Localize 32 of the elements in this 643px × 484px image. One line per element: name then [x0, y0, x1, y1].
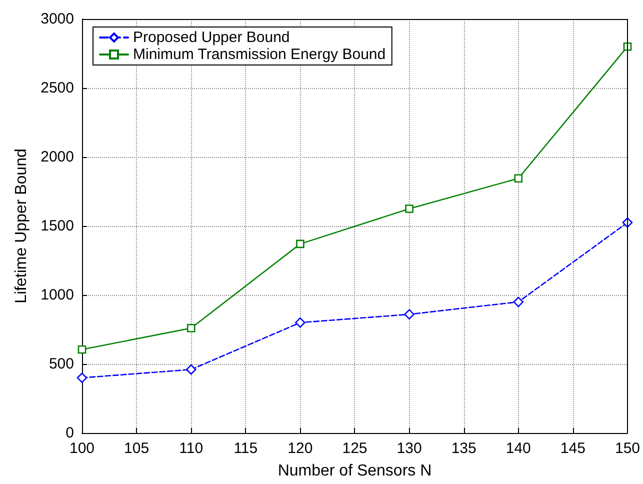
point [78, 345, 86, 354]
point [186, 364, 196, 375]
legend-label: Proposed Upper Bound [133, 29, 290, 46]
x-tick-label: 150 [614, 440, 640, 457]
x-tick-label: 125 [342, 440, 368, 457]
y-tick-label: 3000 [40, 10, 74, 28]
point [295, 317, 306, 328]
x-tick-label: 110 [179, 440, 204, 457]
point [405, 204, 414, 213]
point [296, 240, 304, 248]
point [76, 372, 88, 383]
y-tick-label: 0 [66, 424, 74, 442]
y-tick-label: 1500 [40, 218, 74, 234]
y-tick-label: 2500 [40, 80, 74, 96]
point [186, 324, 196, 332]
x-tick-label: 120 [288, 440, 313, 457]
point [513, 296, 524, 308]
x-tick-label: 140 [506, 440, 531, 457]
x-tick-label: 130 [396, 440, 422, 457]
y-tick-label: 1000 [40, 286, 74, 304]
x-tick-label: 115 [234, 440, 258, 457]
y-tick-label: 2000 [40, 148, 74, 166]
x-axis-title: Number of Sensors N [278, 462, 432, 480]
x-tick-label: 105 [124, 440, 150, 457]
y-axis-title: Lifetime Upper Bound [13, 148, 30, 304]
x-tick-label: 100 [69, 440, 95, 457]
x-tick-label: 135 [451, 440, 476, 457]
x-tick-label: 145 [560, 440, 586, 457]
legend-label: Minimum Transmission Energy Bound [133, 46, 386, 63]
y-tick-label: 500 [48, 356, 74, 372]
point [514, 174, 523, 183]
point [404, 309, 414, 320]
